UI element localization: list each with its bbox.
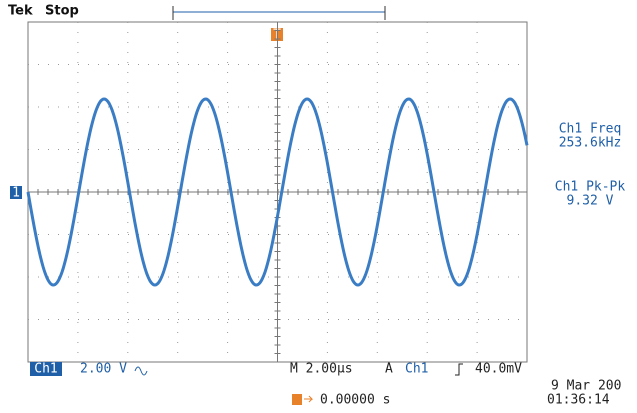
channel-marker: [10, 186, 22, 199]
trigger-position: 0.00000 s: [320, 393, 390, 408]
slope-icon: [455, 363, 463, 376]
status: Stop: [45, 4, 79, 19]
measure-label: Ch1 Pk-Pk: [555, 180, 626, 195]
trigger-source: Ch1: [405, 362, 428, 377]
waveform: [26, 97, 529, 287]
measure-label: Ch1 Freq: [559, 122, 622, 137]
trigger-mode: A: [385, 362, 393, 377]
arrow-icon: [304, 395, 314, 403]
measure-value: 9.32 V: [567, 194, 614, 209]
date: 9 Mar 200: [551, 379, 621, 394]
brand: Tek: [8, 4, 33, 19]
timebase: M 2.00µs: [290, 362, 353, 377]
record-bar: [172, 6, 386, 20]
channel-marker-label: 1: [12, 186, 20, 201]
coupling-icon: [134, 366, 148, 376]
trigger-level: 40.0mV: [475, 362, 522, 377]
trigger-pos-icon: [292, 394, 302, 405]
graticule: [27, 21, 527, 363]
channel: Ch1: [34, 362, 57, 377]
time: 01:36:14: [547, 393, 610, 408]
measure-value: 253.6kHz: [559, 136, 622, 151]
channel-badge: [30, 362, 62, 376]
volts-per-div: 2.00 V: [80, 362, 127, 377]
